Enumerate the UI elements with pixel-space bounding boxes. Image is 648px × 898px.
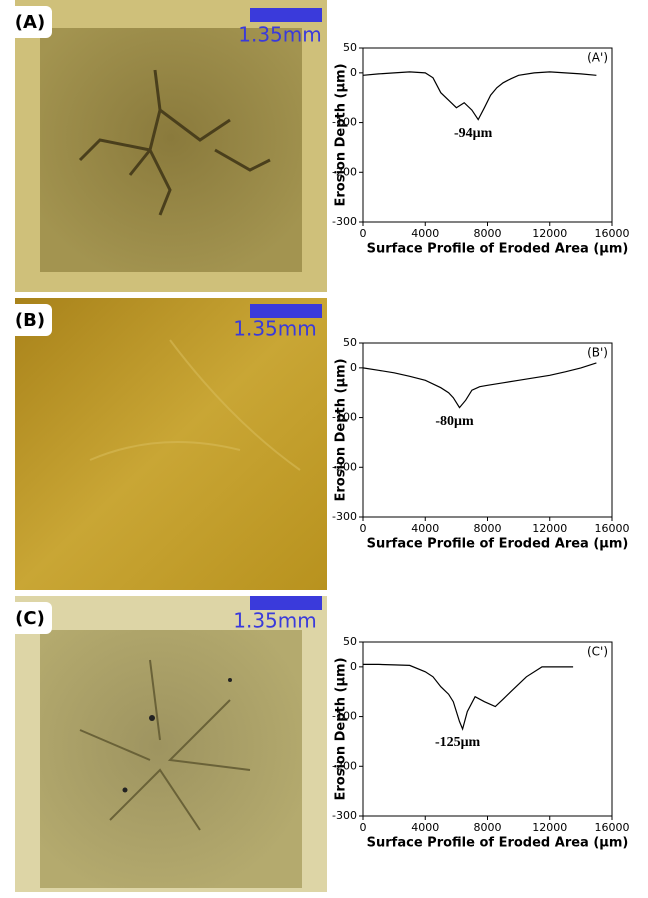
figure: (A) 1.35mm (B) 1.35mm (C) 1.35mm 500-100…	[0, 0, 648, 894]
profile-line	[363, 664, 573, 729]
y-axis-label: Erosion Depth (μm)	[334, 657, 349, 800]
x-tick-label: 8000	[474, 821, 502, 834]
y-tick-label: 0	[350, 66, 357, 79]
y-tick-label: 0	[350, 660, 357, 673]
x-tick-label: 0	[360, 522, 367, 535]
x-tick-label: 16000	[595, 522, 630, 535]
x-axis-label: Surface Profile of Eroded Area (μm)	[367, 242, 629, 257]
y-tick-label: 50	[343, 41, 357, 54]
y-tick-label: -300	[332, 809, 357, 822]
x-tick-label: 8000	[474, 227, 502, 240]
y-axis-label: Erosion Depth (μm)	[334, 358, 349, 501]
scale-bar-label: 1.35mm	[233, 317, 317, 341]
x-tick-label: 12000	[532, 522, 567, 535]
panel-label: (C')	[587, 645, 608, 659]
photo-c: (C) 1.35mm	[8, 596, 327, 892]
y-tick-label: -300	[332, 215, 357, 228]
x-axis-label: Surface Profile of Eroded Area (μm)	[367, 537, 629, 552]
y-tick-label: 50	[343, 635, 357, 648]
min-annotation: -94μm	[454, 126, 493, 141]
min-annotation: -125μm	[435, 735, 481, 750]
y-axis-label: Erosion Depth (μm)	[334, 63, 349, 206]
profile-line	[363, 363, 596, 408]
photo-b: (B) 1.35mm	[8, 298, 327, 590]
profile-line	[363, 72, 596, 120]
x-tick-label: 12000	[532, 821, 567, 834]
x-tick-label: 16000	[595, 821, 630, 834]
y-tick-label: 0	[350, 361, 357, 374]
scale-bar-label: 1.35mm	[233, 609, 317, 633]
x-tick-label: 4000	[411, 821, 439, 834]
plot-frame	[363, 642, 612, 816]
scale-bar-label: 1.35mm	[238, 23, 322, 47]
x-tick-label: 4000	[411, 227, 439, 240]
photo-label: (B)	[15, 310, 45, 331]
y-tick-label: -300	[332, 510, 357, 523]
x-tick-label: 0	[360, 821, 367, 834]
panel-label: (A')	[587, 51, 608, 65]
x-tick-label: 4000	[411, 522, 439, 535]
panel-label: (B')	[587, 346, 608, 360]
x-tick-label: 16000	[595, 227, 630, 240]
photo-label: (A)	[15, 12, 45, 33]
x-axis-label: Surface Profile of Eroded Area (μm)	[367, 836, 629, 851]
x-tick-label: 8000	[474, 522, 502, 535]
photo-label: (C)	[15, 608, 45, 629]
min-annotation: -80μm	[435, 414, 474, 429]
x-tick-label: 0	[360, 227, 367, 240]
y-tick-label: 50	[343, 336, 357, 349]
x-tick-label: 12000	[532, 227, 567, 240]
photo-a: (A) 1.35mm	[8, 0, 327, 292]
